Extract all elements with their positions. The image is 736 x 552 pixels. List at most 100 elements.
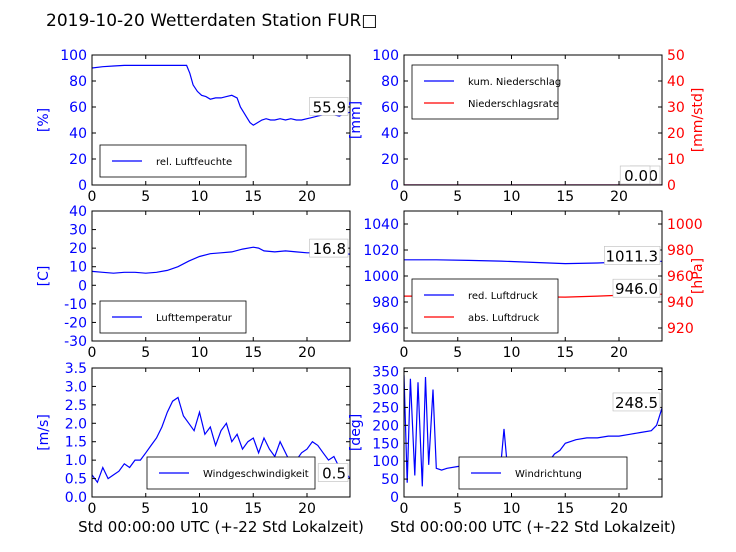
last-value-label: 1011.3 — [606, 247, 659, 265]
x-tick-label: 0 — [88, 345, 97, 361]
legend: kum. Niederschlag Niederschlagsrate — [411, 64, 561, 120]
x-tick-label: 5 — [141, 501, 150, 517]
y-tick-label: 1000 — [363, 269, 399, 285]
series-line-5-1 — [92, 396, 350, 484]
panel-4: 0 5 10 15 20 960 980 1000 1020 1040 920 940 960 980 10… — [363, 210, 706, 361]
legend-label: Lufttemperatur — [156, 313, 233, 324]
y-axis-label: [mm] — [348, 101, 364, 139]
y-tick-label: 60 — [69, 100, 87, 116]
panel-6: 0 5 10 15 20050100150200250300350[deg]248.5W… — [348, 365, 663, 517]
y-tick-label: 100 — [372, 48, 399, 64]
y-tick-label: 1.5 — [65, 435, 87, 451]
y-tick-label: 50 — [381, 472, 399, 488]
last-value-label: 248.5 — [615, 394, 658, 412]
y-tick-label: 100 — [372, 454, 399, 470]
y-tick-label: 80 — [69, 74, 87, 90]
y-tick-label: 350 — [372, 365, 399, 381]
x-tick-label: 20 — [298, 345, 316, 361]
x-axis-label-left: Std 00:00:00 UTC (+-22 Std Lokalzeit) — [78, 518, 364, 536]
y-tick-label: 0.5 — [65, 472, 87, 488]
x-tick-label: 15 — [556, 345, 574, 361]
y-tick-label: 80 — [381, 74, 399, 90]
y-tick-label: 20 — [381, 152, 399, 168]
y-tick-label-right: 20 — [667, 126, 685, 142]
y-tick-label: 980 — [372, 295, 399, 311]
x-tick-label: 15 — [244, 189, 262, 205]
legend: Windgeschwindigkeit — [146, 456, 316, 490]
y-tick-label: 20 — [69, 241, 87, 257]
plot-frame — [91, 54, 351, 186]
series-line-1-1 — [92, 64, 350, 126]
x-tick-label: 0 — [400, 501, 409, 517]
y-tick-label: -30 — [64, 334, 87, 350]
x-tick-label: 5 — [141, 189, 150, 205]
y-axis-label: [m/s] — [36, 414, 52, 451]
legend-frame — [458, 456, 628, 490]
y-tick-label: 960 — [372, 321, 399, 337]
x-tick-label: 10 — [191, 501, 209, 517]
y-tick-label: 1040 — [363, 217, 399, 233]
x-tick-label: 10 — [503, 189, 521, 205]
last-value-box — [604, 246, 661, 265]
x-tick-label: 15 — [244, 501, 262, 517]
x-tick-label: 0 — [400, 189, 409, 205]
y-tick-label-right: 10 — [667, 152, 685, 168]
last-value-label: 16.8 — [313, 240, 346, 258]
last-value-box — [612, 392, 661, 412]
y-tick-label: 0 — [390, 178, 399, 194]
y-tick-label: 250 — [372, 400, 399, 416]
last-value-box — [619, 165, 651, 185]
y-tick-label: 40 — [69, 204, 87, 220]
legend: Windrichtung — [458, 456, 628, 490]
y-tick-label: 30 — [69, 223, 87, 239]
x-tick-label: 0 — [88, 501, 97, 517]
last-value-label: 946.0 — [615, 280, 658, 298]
y-tick-label: 0 — [78, 178, 87, 194]
y-axis-label-right: [mm/std] — [690, 88, 706, 153]
y-tick-label: -20 — [64, 315, 87, 331]
x-tick-label: 10 — [503, 501, 521, 517]
x-tick-label: 5 — [453, 501, 462, 517]
plot-frame — [403, 367, 663, 498]
x-tick-label: 20 — [610, 345, 628, 361]
x-tick-label: 10 — [191, 189, 209, 205]
x-tick-label: 15 — [556, 501, 574, 517]
last-value-box — [309, 97, 349, 116]
plot-frame — [91, 367, 351, 498]
legend-label: kum. Niederschlag — [468, 77, 561, 88]
last-value-label: 55.9 — [313, 98, 346, 116]
legend: red. Luftdruck abs. Luftdruck — [411, 278, 559, 334]
legend-label: Niederschlagsrate — [468, 99, 559, 110]
y-tick-label-right: 920 — [667, 321, 694, 337]
y-tick-label: 3.5 — [65, 361, 87, 377]
x-tick-label: 15 — [244, 345, 262, 361]
y-tick-label: 40 — [69, 126, 87, 142]
y-tick-label: 3.0 — [65, 379, 87, 395]
x-tick-label: 15 — [556, 189, 574, 205]
y-axis-label: [C] — [36, 266, 52, 287]
figure-title: 2019-10-20 Wetterdaten Station FUR□ — [46, 11, 377, 31]
panel-3: 0 5 10 15 20 -30 -20 -10 0 10 20 30 40 [C] 16.8 Lufttem… — [36, 204, 351, 361]
y-tick-label: 2.0 — [65, 416, 87, 432]
x-tick-label: 5 — [453, 189, 462, 205]
plot-frame — [403, 54, 663, 186]
y-tick-label: 40 — [381, 126, 399, 142]
y-tick-label-right: 940 — [667, 295, 694, 311]
y-tick-label-right: 980 — [667, 243, 694, 259]
legend-label: Windrichtung — [515, 469, 582, 480]
y-tick-label: 200 — [372, 418, 399, 434]
plot-frame — [91, 210, 351, 342]
y-tick-label-right: 1000 — [667, 217, 703, 233]
x-axis-label-right: Std 00:00:00 UTC (+-22 Std Lokalzeit) — [390, 518, 676, 536]
legend-label: abs. Luftdruck — [468, 313, 539, 324]
panel-1: 0 5 10 15 20 0 20 40 60 80 100 [%] 55.9 rel. Luftfeuc… — [36, 48, 351, 205]
legend-label: red. Luftdruck — [468, 291, 538, 302]
y-tick-label-right: 960 — [667, 269, 694, 285]
y-tick-label: 100 — [60, 48, 87, 64]
y-axis-label-right: [hPa] — [690, 258, 706, 294]
x-tick-label: 20 — [610, 189, 628, 205]
legend-frame — [146, 456, 316, 490]
x-tick-label: 0 — [400, 345, 409, 361]
